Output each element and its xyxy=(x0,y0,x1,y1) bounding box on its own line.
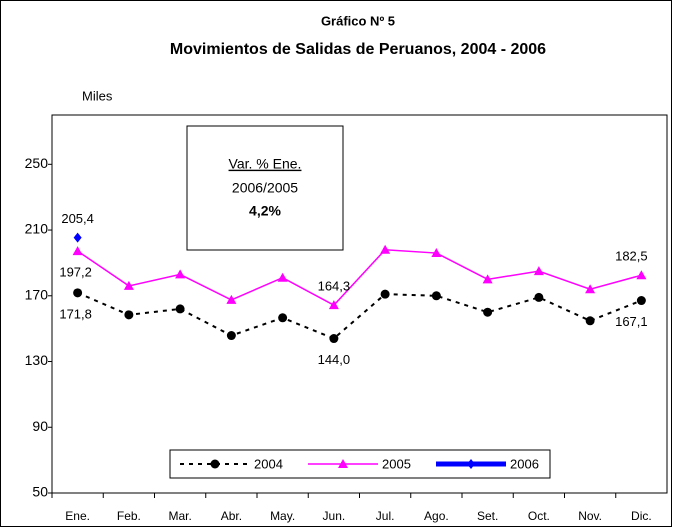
annotation-text: Var. % Ene. xyxy=(229,156,302,172)
chart-title: Gráfico Nº 5 xyxy=(321,13,395,28)
x-tick-label: Mar. xyxy=(168,509,191,523)
data-point xyxy=(431,291,441,301)
data-point xyxy=(380,244,391,254)
x-tick-label: May. xyxy=(270,509,295,523)
data-point xyxy=(585,284,596,294)
data-point xyxy=(278,313,288,323)
data-label: 197,2 xyxy=(59,265,92,280)
data-label: 164,3 xyxy=(318,279,351,294)
x-tick-label: Jun. xyxy=(323,509,346,523)
data-point xyxy=(380,289,390,299)
legend-marker xyxy=(210,459,220,469)
data-label: 182,5 xyxy=(615,249,648,264)
data-point xyxy=(534,292,544,302)
data-point xyxy=(175,269,186,279)
data-point xyxy=(226,331,236,341)
legend-marker xyxy=(467,459,475,469)
y-tick-label: 170 xyxy=(25,286,49,302)
y-tick-label: 50 xyxy=(32,484,48,500)
data-point xyxy=(585,316,595,326)
legend-label: 2005 xyxy=(382,456,411,471)
annotation-text: 2006/2005 xyxy=(232,180,298,196)
x-tick-label: Abr. xyxy=(221,509,242,523)
y-tick-label: 250 xyxy=(25,155,49,171)
data-point xyxy=(636,296,646,306)
y-tick-label: 90 xyxy=(32,418,48,434)
legend-marker xyxy=(338,459,348,468)
annotation-box xyxy=(186,125,344,251)
y-tick-label: 210 xyxy=(25,221,49,237)
data-point xyxy=(328,300,339,310)
data-point xyxy=(277,272,288,282)
data-point xyxy=(329,334,339,344)
x-tick-label: Nov. xyxy=(578,509,602,523)
annotation-text: 4,2% xyxy=(249,203,281,219)
x-tick-label: Ago. xyxy=(424,509,449,523)
data-point xyxy=(226,294,237,304)
data-point xyxy=(124,310,134,320)
data-label: 205,4 xyxy=(61,211,94,226)
data-point xyxy=(533,266,544,276)
data-point xyxy=(73,288,83,298)
chart-subtitle: Movimientos de Salidas de Peruanos, 2004… xyxy=(170,41,546,58)
series-line xyxy=(77,248,642,307)
x-tick-label: Jul. xyxy=(376,509,395,523)
data-point xyxy=(123,280,134,290)
series-line xyxy=(77,291,642,340)
y-tick-label: 130 xyxy=(25,352,49,368)
data-point xyxy=(73,232,82,243)
data-point xyxy=(636,270,647,280)
data-point xyxy=(175,304,185,314)
x-tick-label: Ene. xyxy=(65,509,90,523)
x-tick-label: Set. xyxy=(477,509,498,523)
data-label: 144,0 xyxy=(318,352,351,367)
data-point xyxy=(431,248,442,258)
data-label: 171,8 xyxy=(59,306,92,321)
legend-label: 2004 xyxy=(254,456,283,471)
y-axis-label: Miles xyxy=(82,88,113,103)
data-label: 167,1 xyxy=(615,314,648,329)
x-tick-label: Oct. xyxy=(528,509,550,523)
data-point xyxy=(482,274,493,284)
legend-label: 2006 xyxy=(510,456,539,471)
data-point xyxy=(72,246,83,256)
x-tick-label: Dic. xyxy=(631,509,652,523)
x-tick-label: Feb. xyxy=(117,509,141,523)
data-point xyxy=(483,307,493,317)
